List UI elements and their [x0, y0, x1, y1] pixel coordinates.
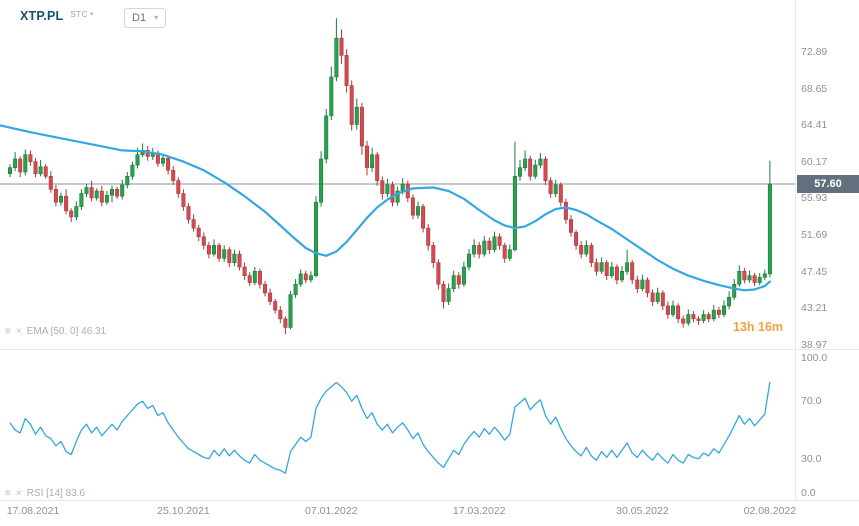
chevron-down-icon: ▾ — [89, 11, 94, 18]
time-tick-label: 25.10.2021 — [157, 505, 210, 517]
price-tick-label: 60.17 — [801, 155, 828, 168]
price-tick-label: 51.69 — [801, 229, 828, 242]
time-tick-label: 07.01.2022 — [305, 505, 358, 517]
ema-indicator-row: ≡ × EMA [50, 0] 46.31 — [5, 326, 106, 337]
indicator-settings-icon[interactable]: ≡ — [5, 487, 11, 499]
symbol-label: XTP.PL — [20, 9, 64, 23]
symbol-menu[interactable]: STC ▾ — [70, 10, 93, 19]
price-tick-label: 64.41 — [801, 119, 828, 132]
time-tick-label: 17.08.2021 — [6, 505, 60, 517]
rsi-tick-label: 100.0 — [801, 352, 828, 364]
indicator-remove-icon[interactable]: × — [15, 325, 22, 337]
timeframe-label: D1 — [132, 12, 147, 24]
rsi-indicator-label: RSI [14] 83.6 — [26, 488, 86, 499]
timeframe-dropdown[interactable]: D1 ▾ — [124, 8, 167, 28]
rsi-indicator-row: ≡ × RSI [14] 83.6 — [5, 488, 85, 499]
chart-header: XTP.PL STC ▾ — [20, 9, 93, 23]
rsi-tick-label: 0.0 — [801, 487, 816, 499]
time-tick-label: 30.05.2022 — [616, 505, 669, 517]
price-tick-label: 72.89 — [801, 45, 828, 58]
indicator-remove-icon[interactable]: × — [15, 487, 22, 499]
time-tick-label: 02.08.2022 — [743, 505, 797, 517]
price-tick-label: 47.45 — [801, 265, 828, 278]
rsi-tick-label: 70.0 — [801, 395, 822, 408]
ema-indicator-label: EMA [50, 0] 46.31 — [26, 326, 107, 337]
price-tick-label: 43.21 — [801, 302, 828, 315]
candle-countdown: 13h 16m — [733, 320, 784, 334]
current-price-badge: 57.60 — [797, 175, 859, 194]
price-tick-label: 55.93 — [801, 192, 828, 205]
indicator-settings-icon[interactable]: ≡ — [5, 325, 11, 337]
chevron-down-icon: ▾ — [154, 13, 159, 22]
price-tick-label: 68.65 — [801, 82, 828, 95]
rsi-tick-label: 30.0 — [801, 452, 822, 465]
time-tick-label: 17.03.2022 — [452, 505, 506, 517]
exchange-label: STC — [70, 10, 88, 19]
price-tick-label: 38.97 — [801, 339, 828, 351]
